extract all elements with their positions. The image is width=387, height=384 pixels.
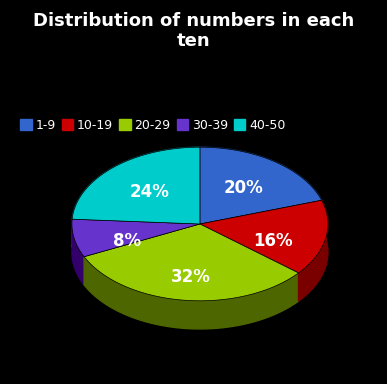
Polygon shape <box>200 200 328 273</box>
Text: 16%: 16% <box>253 232 293 250</box>
Text: 8%: 8% <box>113 232 141 250</box>
Polygon shape <box>200 147 322 224</box>
Polygon shape <box>200 147 322 228</box>
Text: 24%: 24% <box>129 182 169 200</box>
Text: Distribution of numbers in each
ten: Distribution of numbers in each ten <box>33 12 354 50</box>
Polygon shape <box>72 219 200 257</box>
Legend: 1-9, 10-19, 20-29, 30-39, 40-50: 1-9, 10-19, 20-29, 30-39, 40-50 <box>15 114 290 137</box>
Polygon shape <box>84 257 298 329</box>
Polygon shape <box>72 147 200 224</box>
Text: 20%: 20% <box>224 179 264 197</box>
Polygon shape <box>298 200 328 301</box>
Polygon shape <box>72 147 200 247</box>
Polygon shape <box>84 224 298 301</box>
Text: 32%: 32% <box>171 268 211 286</box>
Polygon shape <box>72 219 84 285</box>
